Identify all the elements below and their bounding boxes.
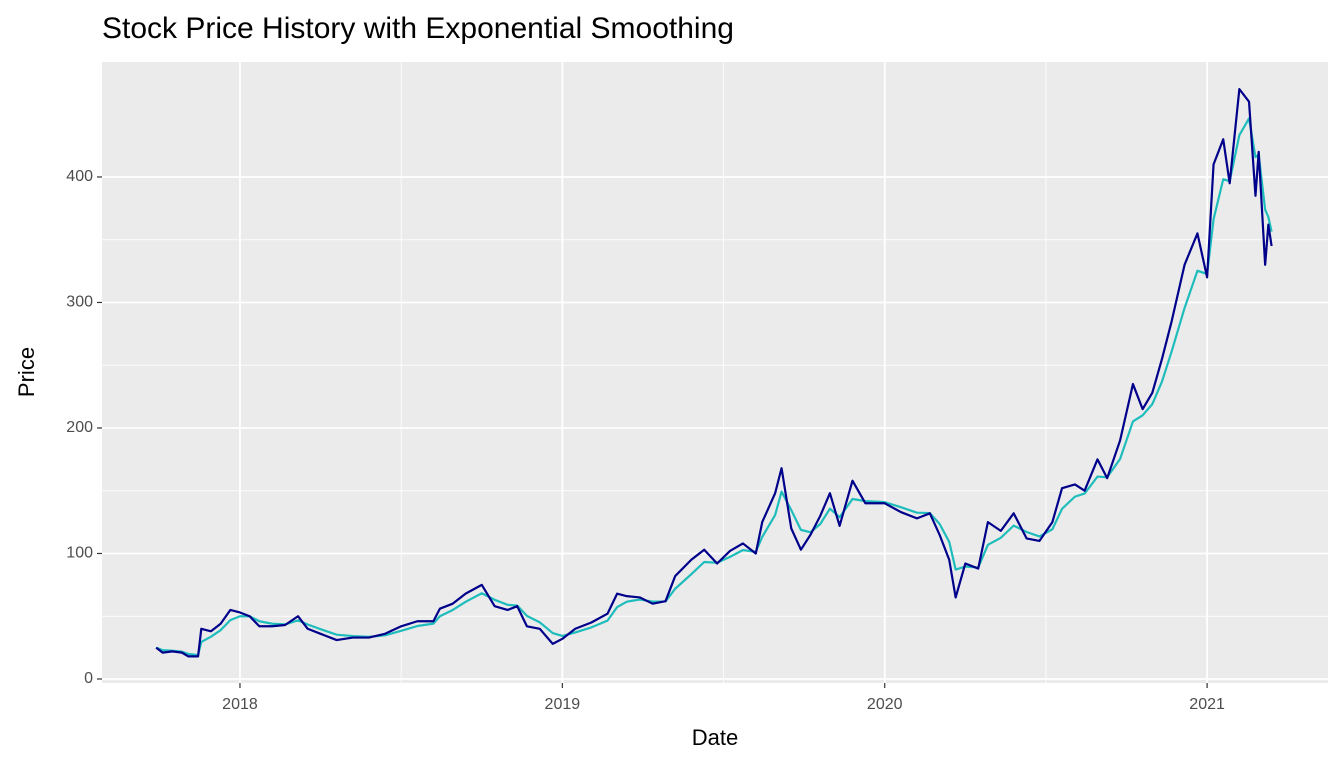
series-line [155,88,1273,658]
y-tick-label: 200 [66,419,93,436]
y-tick-label: 100 [66,545,93,562]
chart-title: Stock Price History with Exponential Smo… [102,12,734,45]
x-tick-label: 2020 [867,696,903,713]
y-tick-label: 400 [66,168,93,185]
y-tick-label: 300 [66,294,93,311]
x-axis-label: Date [692,725,738,750]
x-tick-label: 2021 [1189,696,1225,713]
lines [155,88,1273,658]
panel [102,62,1328,683]
y-tick-label: 0 [84,670,93,687]
y-axis-label: Price [14,347,39,397]
x-tick-label: 2019 [545,696,581,713]
x-tick-label: 2018 [222,696,258,713]
